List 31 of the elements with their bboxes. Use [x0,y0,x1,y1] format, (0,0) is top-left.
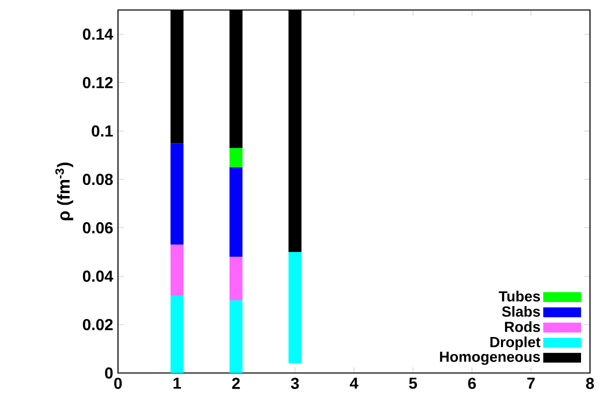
x-tick-label: 6 [468,378,476,389]
bar [230,148,242,168]
legend-label: Rods [505,321,540,332]
legend-label: Slabs [502,306,540,317]
y-tick-label: 0.1 [92,125,113,137]
y-tick-label: 0.08 [82,174,113,186]
y-tick-label: 0.12 [82,76,113,88]
x-tick-label: 0 [114,378,122,389]
bar [288,252,302,364]
bar [230,300,242,373]
x-tick-label: 5 [409,378,417,389]
y-tick-label: 0.14 [82,28,114,40]
y-tick-label: 0.06 [82,222,113,234]
x-tick-label: 1 [174,378,181,389]
y-tick-label: 0.04 [82,270,114,282]
y-axis-title: ρ (fm$^{-3}$) [55,162,74,220]
bar [170,296,184,373]
bar [230,256,242,300]
bar [230,167,242,257]
bar [170,143,184,245]
legend-label: Tubes [498,290,540,302]
y-tick-label: 0 [105,367,113,379]
x-tick-label: 2 [232,378,240,389]
y-tick-label: 0.02 [82,318,113,330]
bar [170,244,184,296]
x-tick-label: 8 [586,378,594,389]
x-tick-label: 4 [350,378,358,389]
x-tick-label: 7 [527,378,535,389]
legend-label: Droplet [490,336,540,350]
legend-label: Homogeneous [440,352,540,365]
x-tick-label: 3 [290,378,299,390]
